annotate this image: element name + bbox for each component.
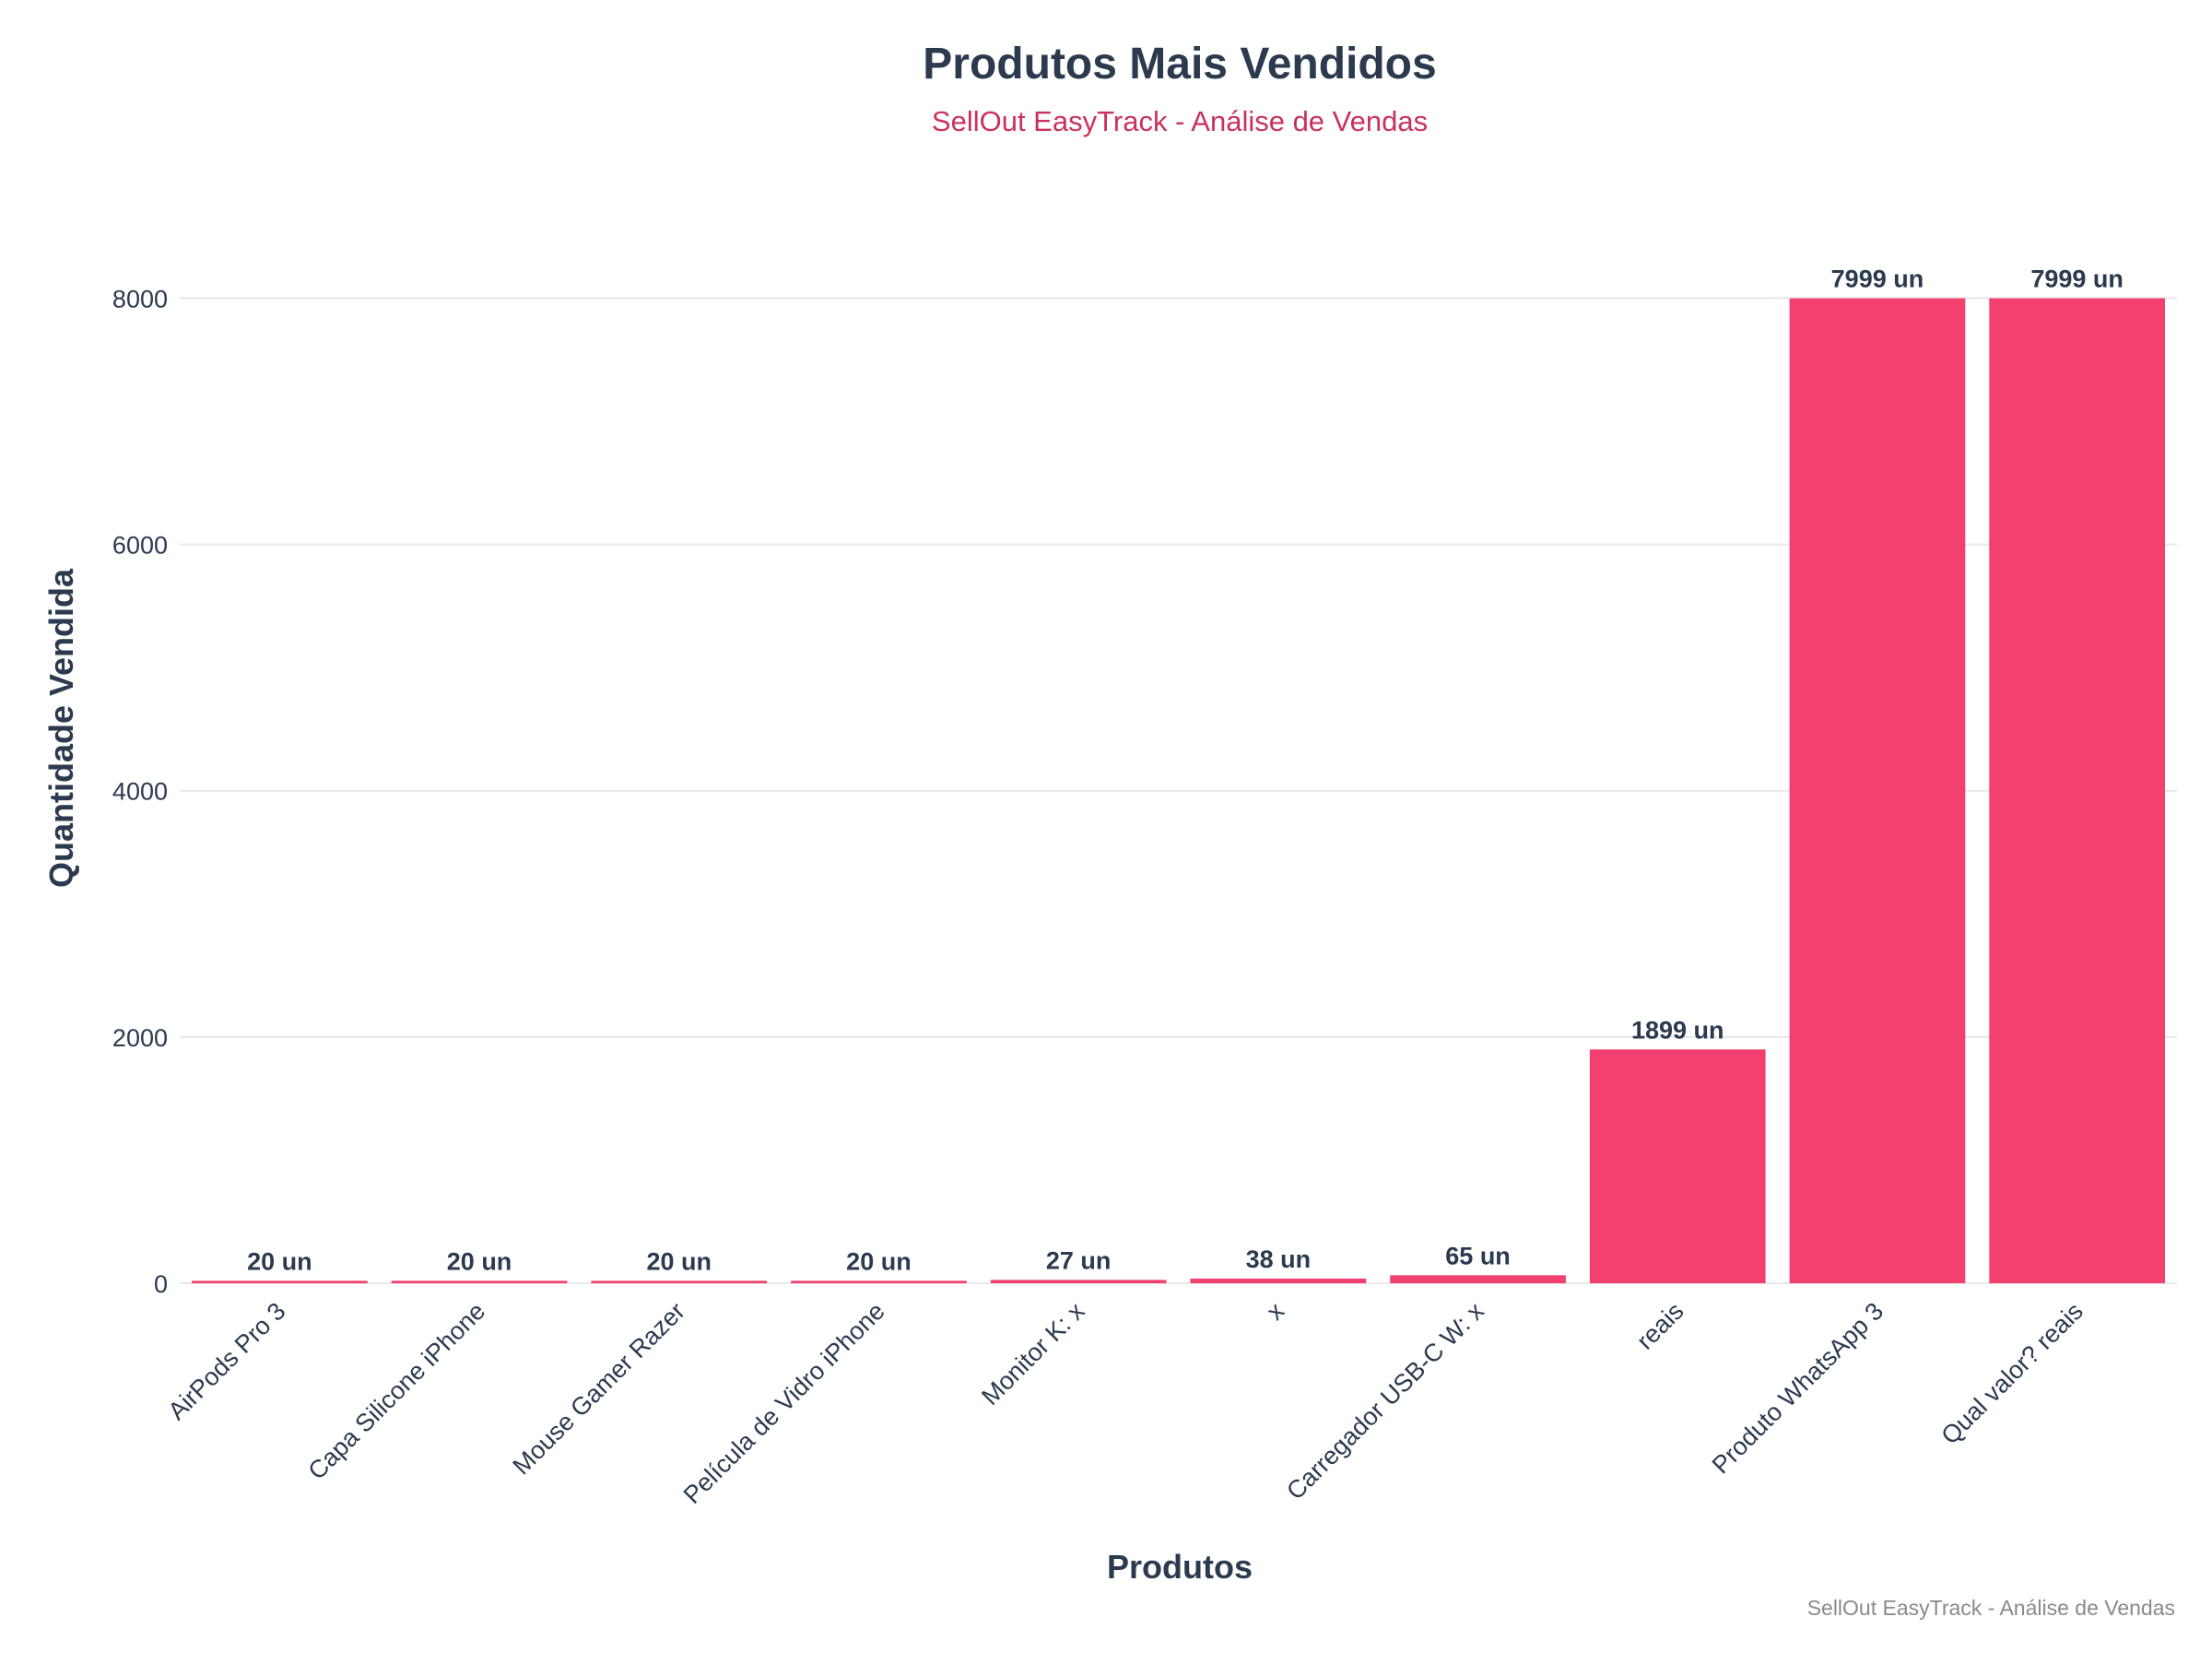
bar xyxy=(1589,1049,1766,1283)
bar-value-label: 20 un xyxy=(846,1247,912,1275)
bar-value-label: 1899 un xyxy=(1631,1016,1724,1044)
x-tick-label: AirPods Pro 3 xyxy=(163,1297,291,1425)
bar xyxy=(1989,298,2165,1283)
y-axis-label: Quantidade Vendida xyxy=(42,568,80,888)
bar xyxy=(791,1280,967,1283)
bar-value-label: 65 un xyxy=(1445,1242,1511,1269)
chart-title: Produtos Mais Vendidos xyxy=(923,40,1436,89)
x-tick-label: Capa Silicone iPhone xyxy=(303,1297,491,1485)
y-tick-label: 2000 xyxy=(112,1024,168,1052)
x-tick-label: Mouse Gamer Razer xyxy=(508,1297,690,1480)
y-tick-label: 4000 xyxy=(112,778,168,806)
x-tick-label: Monitor K: x xyxy=(976,1297,1089,1410)
x-tick-label: reais xyxy=(1631,1297,1689,1355)
bar-value-label: 7999 un xyxy=(1831,266,1924,293)
x-tick-label: Qual valor? reais xyxy=(1936,1297,2088,1450)
bar-value-label: 7999 un xyxy=(2030,266,2124,293)
chart-subtitle: SellOut EasyTrack - Análise de Vendas xyxy=(932,105,1428,137)
y-tick-label: 6000 xyxy=(112,532,168,560)
bar xyxy=(192,1280,368,1283)
bars xyxy=(192,298,2165,1283)
x-tick-label: x xyxy=(1261,1297,1289,1326)
x-tick-label: Produto WhatsApp 3 xyxy=(1707,1297,1888,1479)
value-labels: 20 un 20 un 20 un 20 un 27 un 38 un 65 un 1899 … xyxy=(247,266,2124,1276)
bar-value-label: 20 un xyxy=(447,1247,512,1275)
bar xyxy=(391,1280,568,1283)
y-tick-label: 0 xyxy=(154,1270,168,1298)
bar xyxy=(990,1280,1167,1283)
bar xyxy=(1789,298,1966,1283)
bar-value-label: 27 un xyxy=(1046,1246,1112,1274)
x-axis-ticks: AirPods Pro 3 Capa Silicone iPhone Mouse G… xyxy=(163,1297,2088,1509)
chart-caption: SellOut EasyTrack - Análise de Vendas xyxy=(1807,1596,2175,1620)
bar xyxy=(1190,1278,1367,1283)
bar xyxy=(1390,1275,1566,1283)
bar-value-label: 20 un xyxy=(247,1247,312,1275)
bar-value-label: 20 un xyxy=(646,1247,712,1275)
bar xyxy=(591,1280,768,1283)
bar-value-label: 38 un xyxy=(1246,1245,1312,1273)
x-tick-label: Película de Vidro iPhone xyxy=(678,1297,890,1509)
x-axis-label: Produtos xyxy=(1107,1548,1253,1586)
y-tick-label: 8000 xyxy=(112,285,168,313)
x-tick-label: Carregador USB-C W: x xyxy=(1281,1297,1489,1505)
y-axis-ticks: 0 2000 4000 6000 8000 xyxy=(112,285,168,1298)
